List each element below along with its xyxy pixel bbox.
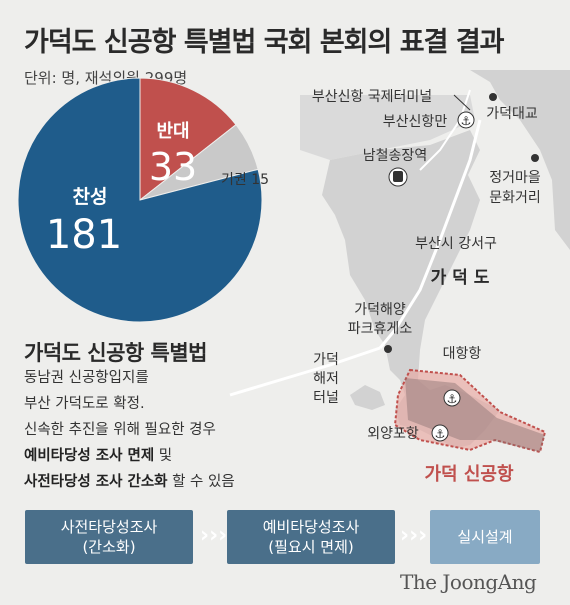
village-marker-icon (531, 154, 539, 162)
step-pre-feasibility-note: (간소화) (82, 538, 136, 556)
mainland (470, 70, 570, 250)
port-area (300, 95, 475, 160)
label-rest-1: 가덕해양 (354, 302, 406, 318)
step-pre-feasibility-title: 사전타당성조사 (60, 518, 158, 536)
runway (405, 378, 545, 452)
law-line-4-rest: 및 (154, 448, 173, 464)
step-preliminary-feasibility: 예비타당성조사 (필요시 면제) (227, 510, 395, 564)
label-tunnel-2: 해저 (313, 371, 339, 387)
law-line-2: 부산 가덕도로 확정. (24, 396, 145, 412)
label-port: 부산신항만 (383, 114, 448, 130)
step-detailed-design: 실시설계 (430, 510, 540, 564)
label-oeyang: 외양포항 (367, 426, 419, 442)
port-anchor-icon: ⚓ (457, 111, 475, 129)
label-station: 남철송장역 (363, 148, 427, 164)
pie-value-yes: 181 (46, 212, 122, 258)
step-pre-feasibility: 사전타당성조사 (간소화) (25, 510, 193, 564)
svg-text:⚓: ⚓ (447, 392, 458, 406)
label-island: 가 덕 도 (431, 268, 490, 288)
rest-area-marker-icon (384, 345, 392, 353)
label-tunnel-3: 터널 (313, 390, 339, 406)
label-rest-2: 파크휴게소 (348, 321, 413, 337)
oeyang-anchor-icon: ⚓ (431, 424, 449, 442)
label-daehang: 대항항 (443, 346, 482, 362)
island-shape (322, 130, 500, 448)
pie-value-no: 33 (149, 145, 197, 189)
svg-text:⚓: ⚓ (435, 427, 446, 441)
law-line-1: 동남권 신공항입지를 (24, 370, 149, 386)
law-line-4-bold: 예비타당성 조사 면제 (24, 448, 155, 464)
publisher-logo: The JoongAng (400, 570, 537, 594)
pie-slice-no (139, 77, 237, 202)
svg-text:⚓: ⚓ (461, 114, 472, 128)
step-preliminary-feasibility-note: (필요시 면제) (268, 538, 354, 556)
label-gangseo: 부산시 강서구 (415, 236, 497, 252)
bridge-marker-icon (489, 93, 497, 101)
label-village-1: 정거마을 (489, 170, 541, 186)
step-preliminary-feasibility-title: 예비타당성조사 (262, 518, 360, 536)
daehang-anchor-icon: ⚓ (443, 389, 461, 407)
pie-slice-yes (17, 77, 263, 323)
law-title: 가덕도 신공항 특별법 (24, 341, 208, 365)
pie-label-no: 반대 (156, 121, 189, 142)
label-terminal: 부산신항 국제터미널 (312, 89, 432, 105)
label-village-2: 문화거리 (489, 190, 541, 206)
law-line-4: 예비타당성 조사 면제 및 (24, 446, 172, 466)
law-line-5-bold: 사전타당성 조사 간소화 (24, 474, 168, 490)
chevron-right-icon: ››› (400, 523, 428, 548)
pie-label-abstain: 기권 15 (221, 172, 269, 188)
train-station-icon (388, 167, 408, 187)
chevron-right-icon: ››› (200, 523, 228, 548)
undersea-tunnel (229, 346, 381, 397)
pie-label-yes: 찬성 (73, 186, 108, 208)
law-line-5-rest: 할 수 있음 (167, 474, 235, 490)
bridge-road (378, 119, 482, 349)
law-line-5: 사전타당성 조사 간소화 할 수 있음 (24, 472, 235, 492)
label-tunnel-1: 가덕 (313, 352, 339, 368)
law-line-3: 신속한 추진을 위해 필요한 경우 (24, 422, 216, 438)
small-islet (350, 385, 385, 410)
label-airport: 가덕 신공항 (424, 464, 514, 485)
label-bridge: 가덕대교 (486, 106, 538, 122)
page-title: 가덕도 신공항 특별법 국회 본회의 표결 결과 (24, 27, 505, 58)
step-detailed-design-title: 실시설계 (457, 528, 513, 546)
